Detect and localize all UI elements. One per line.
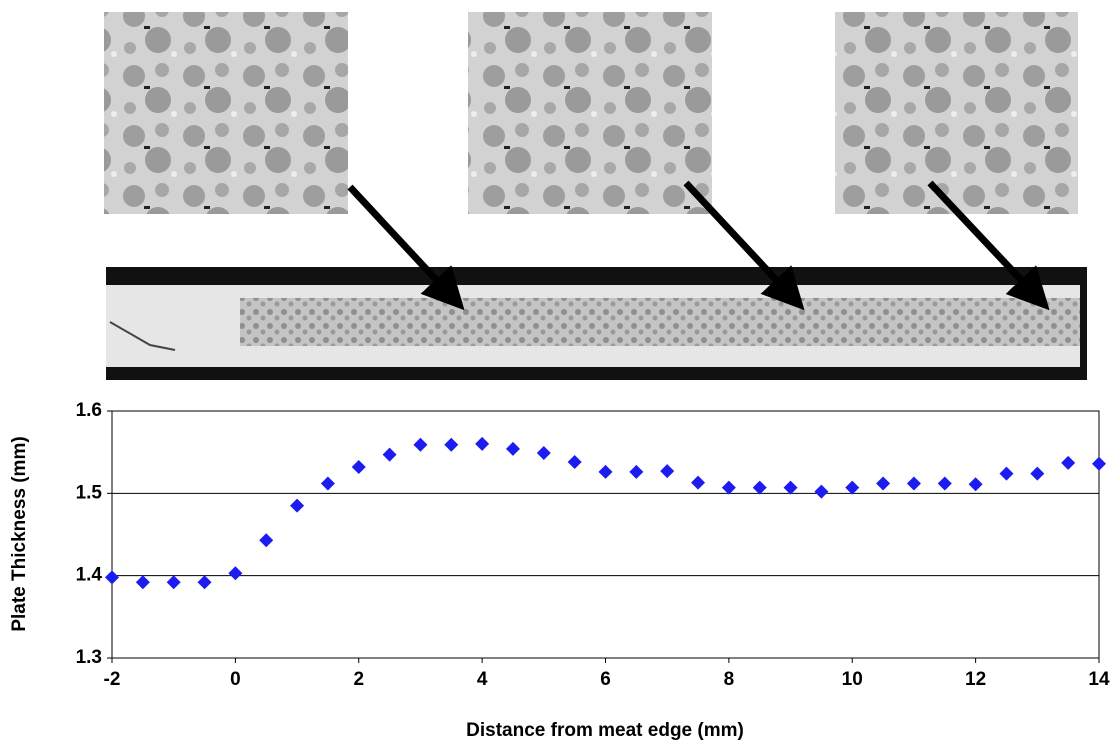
x-tick-label: 10 — [842, 669, 863, 690]
data-point — [629, 464, 644, 479]
data-point — [536, 445, 551, 460]
y-tick-label: 1.3 — [76, 647, 102, 668]
x-axis-label: Distance from meat edge (mm) — [466, 720, 744, 741]
data-point — [413, 437, 428, 452]
x-tick-label: 14 — [1088, 669, 1110, 690]
plate-cross-section — [106, 267, 1087, 380]
x-tick-label: -2 — [104, 669, 121, 690]
x-tick-label: 0 — [230, 669, 241, 690]
data-point — [814, 484, 829, 499]
micrograph — [835, 12, 1078, 214]
y-tick-label: 1.4 — [76, 565, 103, 586]
data-point — [259, 533, 274, 548]
x-tick-label: 2 — [353, 669, 364, 690]
data-point — [660, 464, 675, 479]
data-point — [1061, 455, 1076, 470]
y-tick-label: 1.5 — [76, 482, 103, 503]
x-tick-label: 4 — [477, 669, 488, 690]
data-point — [845, 480, 860, 495]
plot-frame — [111, 410, 1100, 659]
data-point — [197, 575, 212, 590]
data-point — [567, 455, 582, 470]
data-point — [968, 477, 983, 492]
x-tick-label: 12 — [965, 669, 986, 690]
data-point — [598, 464, 613, 479]
data-point — [475, 436, 490, 451]
data-point — [783, 480, 798, 495]
data-point — [105, 570, 119, 585]
data-point — [290, 498, 305, 513]
data-point — [691, 475, 706, 490]
micrograph — [468, 12, 712, 214]
data-point — [228, 566, 243, 581]
data-point — [135, 575, 150, 590]
data-point — [444, 437, 459, 452]
data-point — [1030, 466, 1045, 481]
data-point — [752, 480, 767, 495]
data-point — [320, 476, 335, 491]
data-point — [876, 476, 891, 491]
micrograph — [104, 12, 348, 214]
data-point — [505, 441, 520, 456]
data-point — [906, 476, 921, 491]
arrows — [347, 180, 1050, 311]
data-point — [721, 480, 736, 495]
x-tick-label: 8 — [724, 669, 735, 690]
x-tick-label: 6 — [600, 669, 611, 690]
data-point — [351, 459, 366, 474]
y-tick-label: 1.6 — [76, 400, 102, 421]
data-point — [382, 447, 397, 462]
data-point — [166, 575, 181, 590]
y-axis-label: Plate Thickness (mm) — [9, 436, 30, 631]
data-point — [1092, 456, 1106, 471]
data-point — [937, 476, 952, 491]
data-point — [999, 466, 1014, 481]
